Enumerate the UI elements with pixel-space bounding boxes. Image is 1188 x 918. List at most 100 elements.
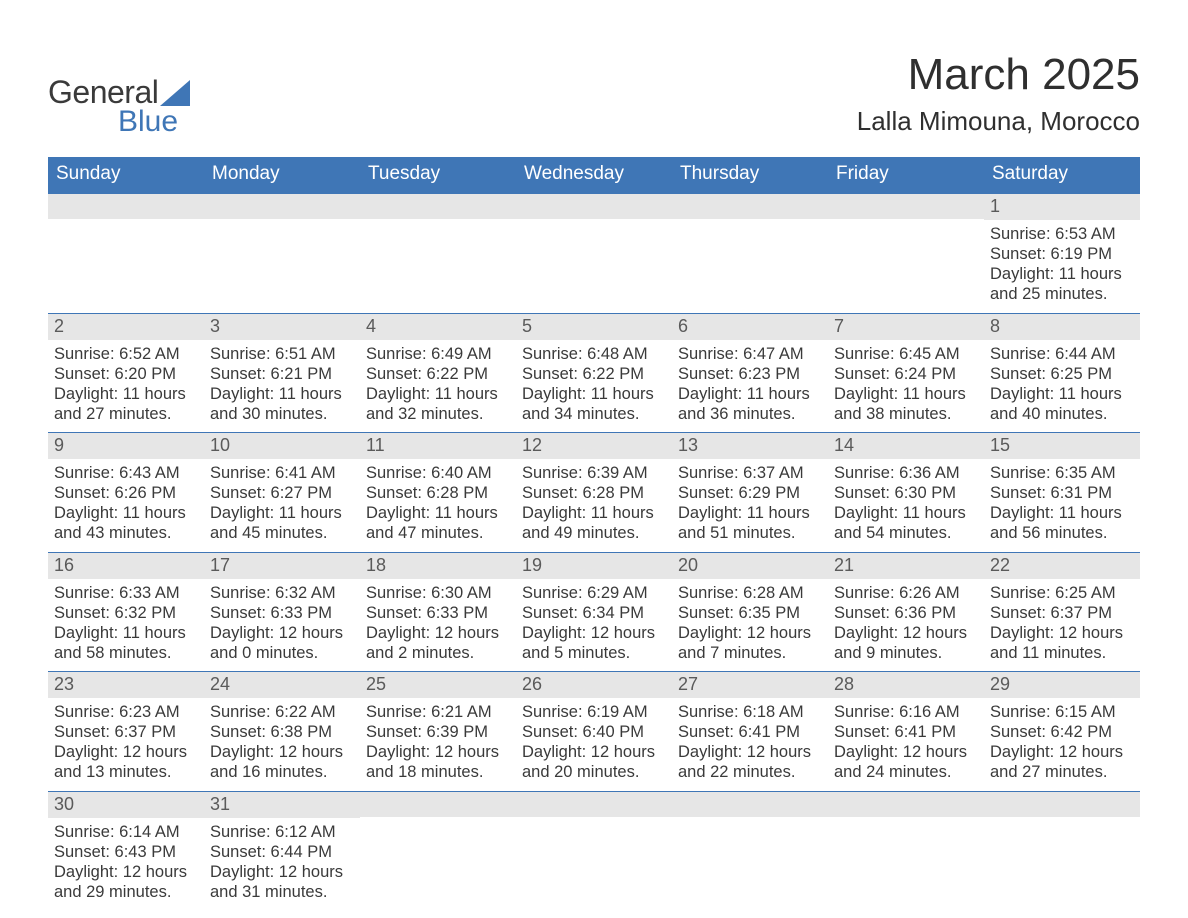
day-details: Sunrise: 6:29 AMSunset: 6:34 PMDaylight:… — [516, 579, 672, 672]
daylight-text: and 58 minutes. — [54, 643, 198, 663]
calendar-day-cell: 6Sunrise: 6:47 AMSunset: 6:23 PMDaylight… — [672, 313, 828, 433]
day-details: Sunrise: 6:19 AMSunset: 6:40 PMDaylight:… — [516, 698, 672, 791]
calendar-day-cell: 31Sunrise: 6:12 AMSunset: 6:44 PMDayligh… — [204, 791, 360, 910]
calendar-day-cell: 30Sunrise: 6:14 AMSunset: 6:43 PMDayligh… — [48, 791, 204, 910]
sunset-text: Sunset: 6:28 PM — [366, 483, 510, 503]
day-details: Sunrise: 6:15 AMSunset: 6:42 PMDaylight:… — [984, 698, 1140, 791]
calendar-day-cell — [828, 791, 984, 910]
sunset-text: Sunset: 6:44 PM — [210, 842, 354, 862]
daylight-text: Daylight: 11 hours — [522, 384, 666, 404]
calendar-day-cell: 4Sunrise: 6:49 AMSunset: 6:22 PMDaylight… — [360, 313, 516, 433]
day-number: 26 — [516, 672, 672, 698]
calendar-day-cell — [360, 194, 516, 314]
day-details: Sunrise: 6:26 AMSunset: 6:36 PMDaylight:… — [828, 579, 984, 672]
day-number: 27 — [672, 672, 828, 698]
day-details: Sunrise: 6:16 AMSunset: 6:41 PMDaylight:… — [828, 698, 984, 791]
calendar-day-cell: 28Sunrise: 6:16 AMSunset: 6:41 PMDayligh… — [828, 672, 984, 792]
sunrise-text: Sunrise: 6:26 AM — [834, 583, 978, 603]
day-number — [360, 792, 516, 817]
daylight-text: Daylight: 12 hours — [678, 623, 822, 643]
day-header: Thursday — [672, 157, 828, 194]
calendar-day-cell: 22 Sunrise: 6:25 AMSunset: 6:37 PMDayligh… — [984, 552, 1140, 672]
day-details: Sunrise: 6:41 AMSunset: 6:27 PMDaylight:… — [204, 459, 360, 552]
sunrise-text: Sunrise: 6:22 AM — [210, 702, 354, 722]
sunset-text: Sunset: 6:30 PM — [834, 483, 978, 503]
sunset-text: Sunset: 6:27 PM — [210, 483, 354, 503]
daylight-text: Daylight: 11 hours — [678, 503, 822, 523]
sunrise-text: Sunrise: 6:48 AM — [522, 344, 666, 364]
location-text: Lalla Mimouna, Morocco — [857, 106, 1140, 137]
daylight-text: Daylight: 11 hours — [990, 503, 1134, 523]
daylight-text: Daylight: 11 hours — [210, 503, 354, 523]
title-block: March 2025 Lalla Mimouna, Morocco — [857, 50, 1140, 137]
sunset-text: Sunset: 6:42 PM — [990, 722, 1134, 742]
day-number: 3 — [204, 314, 360, 340]
day-details: Sunrise: 6:39 AMSunset: 6:28 PMDaylight:… — [516, 459, 672, 552]
daylight-text: Daylight: 12 hours — [990, 742, 1134, 762]
daylight-text: Daylight: 12 hours — [366, 742, 510, 762]
daylight-text: Daylight: 11 hours — [990, 264, 1134, 284]
sunrise-text: Sunrise: 6:37 AM — [678, 463, 822, 483]
day-number — [48, 194, 204, 219]
sunrise-text: Sunrise: 6:25 AM — [990, 583, 1134, 603]
day-number — [984, 792, 1140, 817]
calendar-week-row: 1Sunrise: 6:53 AMSunset: 6:19 PMDaylight… — [48, 194, 1140, 314]
day-details: Sunrise: 6:36 AMSunset: 6:30 PMDaylight:… — [828, 459, 984, 552]
day-number: 24 — [204, 672, 360, 698]
day-number: 22 — [984, 553, 1140, 579]
calendar-day-cell: 26Sunrise: 6:19 AMSunset: 6:40 PMDayligh… — [516, 672, 672, 792]
day-details: Sunrise: 6:28 AMSunset: 6:35 PMDaylight:… — [672, 579, 828, 672]
sunrise-text: Sunrise: 6:21 AM — [366, 702, 510, 722]
calendar-day-cell: 27Sunrise: 6:18 AMSunset: 6:41 PMDayligh… — [672, 672, 828, 792]
daylight-text: and 36 minutes. — [678, 404, 822, 424]
daylight-text: Daylight: 12 hours — [366, 623, 510, 643]
sunset-text: Sunset: 6:22 PM — [366, 364, 510, 384]
sunset-text: Sunset: 6:37 PM — [990, 603, 1134, 623]
daylight-text: and 25 minutes. — [990, 284, 1134, 304]
sunset-text: Sunset: 6:40 PM — [522, 722, 666, 742]
daylight-text: and 9 minutes. — [834, 643, 978, 663]
daylight-text: Daylight: 11 hours — [210, 384, 354, 404]
calendar-day-cell: 21Sunrise: 6:26 AMSunset: 6:36 PMDayligh… — [828, 552, 984, 672]
sunset-text: Sunset: 6:24 PM — [834, 364, 978, 384]
daylight-text: and 24 minutes. — [834, 762, 978, 782]
daylight-text: Daylight: 12 hours — [990, 623, 1134, 643]
daylight-text: Daylight: 11 hours — [834, 503, 978, 523]
daylight-text: Daylight: 11 hours — [54, 384, 198, 404]
day-number — [828, 194, 984, 219]
calendar-table: Sunday Monday Tuesday Wednesday Thursday… — [48, 157, 1140, 910]
sunset-text: Sunset: 6:31 PM — [990, 483, 1134, 503]
sunset-text: Sunset: 6:39 PM — [366, 722, 510, 742]
logo: General Blue — [48, 50, 190, 139]
day-number: 7 — [828, 314, 984, 340]
sunset-text: Sunset: 6:33 PM — [366, 603, 510, 623]
calendar-day-cell: 3Sunrise: 6:51 AMSunset: 6:21 PMDaylight… — [204, 313, 360, 433]
day-number: 21 — [828, 553, 984, 579]
day-number — [204, 194, 360, 219]
calendar-day-cell — [204, 194, 360, 314]
calendar-day-cell — [984, 791, 1140, 910]
day-details: Sunrise: 6:30 AMSunset: 6:33 PMDaylight:… — [360, 579, 516, 672]
day-number: 11 — [360, 433, 516, 459]
calendar-header-row: Sunday Monday Tuesday Wednesday Thursday… — [48, 157, 1140, 194]
day-number — [672, 194, 828, 219]
day-details: Sunrise: 6:14 AMSunset: 6:43 PMDaylight:… — [48, 818, 204, 911]
sunrise-text: Sunrise: 6:14 AM — [54, 822, 198, 842]
calendar-day-cell: 25Sunrise: 6:21 AMSunset: 6:39 PMDayligh… — [360, 672, 516, 792]
day-number: 10 — [204, 433, 360, 459]
sunset-text: Sunset: 6:19 PM — [990, 244, 1134, 264]
day-number: 14 — [828, 433, 984, 459]
day-number: 5 — [516, 314, 672, 340]
daylight-text: Daylight: 12 hours — [834, 623, 978, 643]
daylight-text: and 0 minutes. — [210, 643, 354, 663]
logo-text-blue: Blue — [118, 105, 178, 139]
sunset-text: Sunset: 6:29 PM — [678, 483, 822, 503]
header-region: General Blue March 2025 Lalla Mimouna, M… — [48, 50, 1140, 139]
day-number: 20 — [672, 553, 828, 579]
calendar-day-cell: 9Sunrise: 6:43 AMSunset: 6:26 PMDaylight… — [48, 433, 204, 553]
day-number: 1 — [984, 194, 1140, 220]
calendar-day-cell: 20Sunrise: 6:28 AMSunset: 6:35 PMDayligh… — [672, 552, 828, 672]
sunset-text: Sunset: 6:25 PM — [990, 364, 1134, 384]
sunrise-text: Sunrise: 6:51 AM — [210, 344, 354, 364]
calendar-day-cell — [672, 194, 828, 314]
